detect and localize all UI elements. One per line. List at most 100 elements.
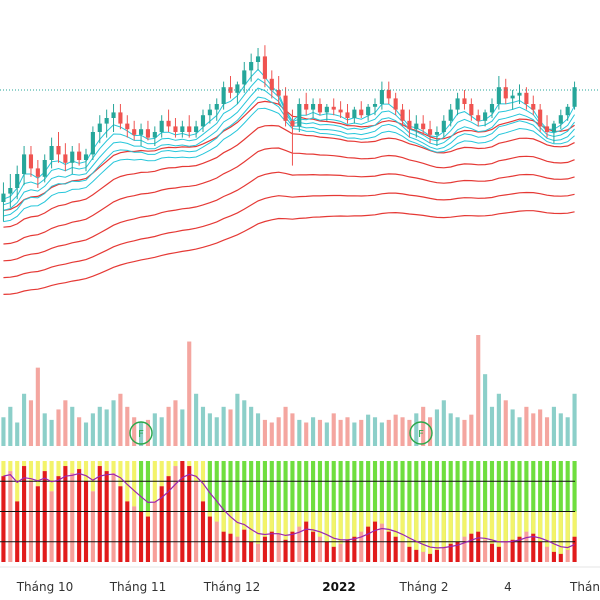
candle-body xyxy=(42,160,47,177)
indicator-panel[interactable] xyxy=(0,461,577,562)
indicator-bar xyxy=(345,539,350,562)
indicator-bar xyxy=(132,506,137,562)
indicator-mid-bar xyxy=(434,511,440,550)
candle-body xyxy=(407,120,412,130)
indicator-bar xyxy=(187,466,192,562)
indicator-mid-bar xyxy=(551,511,556,552)
indicator-mid-bar xyxy=(379,511,384,524)
indicator-bar xyxy=(1,476,6,562)
indicator-mid-bar xyxy=(524,511,529,532)
indicator-bar xyxy=(200,501,206,562)
indicator-bar xyxy=(324,541,329,562)
candle-body xyxy=(551,123,556,132)
indicator-bar xyxy=(49,491,54,562)
indicator-bar xyxy=(269,531,274,562)
indicator-bar xyxy=(434,549,440,562)
indicator-bar xyxy=(338,543,343,562)
indicator-bar xyxy=(317,536,323,562)
volume-bar xyxy=(331,413,336,446)
indicator-mid-bar xyxy=(228,511,233,534)
candle-body xyxy=(118,112,123,124)
indicator-mid-bar xyxy=(393,511,398,537)
volume-bar xyxy=(393,414,398,446)
volume-bar xyxy=(531,413,536,446)
indicator-mid-bar xyxy=(558,511,563,554)
indicator-bar xyxy=(462,536,467,562)
volume-bar xyxy=(8,406,13,446)
indicator-bg-bar xyxy=(538,461,543,542)
indicator-signal-line xyxy=(3,472,575,549)
candle-body xyxy=(455,98,460,110)
indicator-bg-bar xyxy=(159,461,164,487)
candle-body xyxy=(132,129,137,135)
x-tick-label: Tháng 11 xyxy=(109,580,167,594)
indicator-bar xyxy=(104,471,109,562)
candle-body xyxy=(290,120,295,127)
indicator-bar xyxy=(173,466,178,562)
marker-label: F xyxy=(418,429,424,440)
candle-body xyxy=(414,123,419,130)
x-tick-label: Thán xyxy=(569,580,600,594)
indicator-bar xyxy=(352,536,357,562)
marker-circle xyxy=(129,421,153,445)
volume-bar xyxy=(132,417,137,446)
indicator-mid-bar xyxy=(517,511,522,537)
indicator-mid-bar xyxy=(372,511,378,522)
volume-panel[interactable] xyxy=(1,335,577,446)
indicator-bg-bar xyxy=(304,461,309,522)
volume-bar xyxy=(434,409,440,446)
indicator-bar xyxy=(138,511,144,562)
candle-body xyxy=(510,95,515,99)
indicator-bar xyxy=(90,491,95,562)
indicator-mid-bar xyxy=(345,511,350,540)
indicator-bg-bar xyxy=(42,461,47,472)
indicator-bg-bar xyxy=(90,461,95,492)
candle-body xyxy=(63,154,68,163)
earnings-marker-2[interactable]: F xyxy=(409,421,433,445)
volume-bar xyxy=(249,406,254,446)
indicator-bg-bar xyxy=(1,461,6,477)
indicator-bg-bar xyxy=(324,461,329,542)
indicator-bar xyxy=(297,526,302,562)
indicator-bg-bar xyxy=(434,461,440,550)
indicator-mid-bar xyxy=(544,511,550,547)
indicator-bar xyxy=(407,546,412,562)
indicator-bg-bar xyxy=(138,461,144,512)
indicator-bar xyxy=(194,481,199,562)
candle-body xyxy=(111,112,116,118)
price-panel[interactable] xyxy=(1,45,577,295)
indicator-bg-bar xyxy=(118,461,123,487)
candle-body xyxy=(166,120,171,127)
indicator-bar xyxy=(15,501,20,562)
indicator-bg-bar xyxy=(483,461,488,540)
indicator-bg-bar xyxy=(111,461,116,474)
candle-body xyxy=(338,109,343,113)
candle-body xyxy=(221,87,226,104)
ema-slow-line xyxy=(3,171,575,262)
volume-bar xyxy=(221,406,226,446)
candle-body xyxy=(173,126,178,132)
indicator-bg-bar xyxy=(297,461,302,527)
indicator-bg-bar xyxy=(269,461,274,532)
indicator-bg-bar xyxy=(317,461,323,537)
volume-bar xyxy=(49,419,54,446)
volume-bar xyxy=(276,417,281,446)
earnings-marker-1[interactable]: F xyxy=(129,421,153,445)
candle-body xyxy=(311,104,316,110)
indicator-mid-bar xyxy=(352,511,357,537)
indicator-bar xyxy=(503,541,508,562)
indicator-bar xyxy=(8,471,13,562)
volume-bar xyxy=(345,417,350,446)
volume-bar xyxy=(517,417,522,446)
candle-body xyxy=(572,87,577,107)
volume-bar xyxy=(35,367,40,446)
indicator-mid-bar xyxy=(483,511,488,540)
indicator-bg-bar xyxy=(166,461,171,477)
indicator-mid-bar xyxy=(324,511,329,542)
candle-body xyxy=(531,104,536,110)
indicator-bg-bar xyxy=(56,461,61,477)
indicator-bg-bar xyxy=(366,461,371,527)
volume-bar xyxy=(304,422,309,446)
candle-body xyxy=(565,106,570,116)
